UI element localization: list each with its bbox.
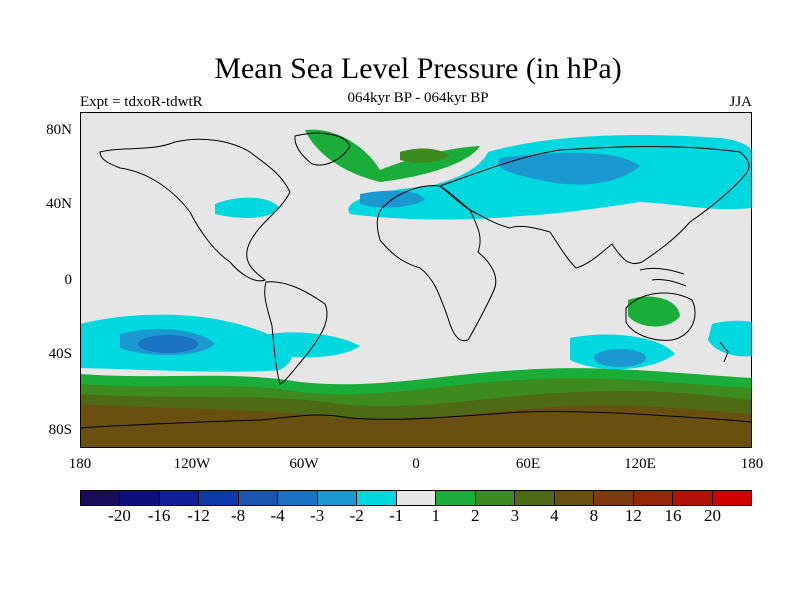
arctic-dark-green — [400, 148, 450, 163]
colorbar-label: -20 — [108, 506, 131, 525]
colorbar-swatch — [317, 491, 358, 505]
colorbar-swatch — [554, 491, 595, 505]
chart-subtitle: 064kyr BP - 064kyr BP — [347, 90, 489, 106]
colorbar-swatch — [712, 491, 751, 505]
indonesia-coast — [639, 267, 687, 287]
lat-tick-80s: 80S — [48, 422, 72, 438]
colorbar-swatch — [396, 491, 437, 505]
colorbar-swatch — [159, 491, 200, 505]
colorbar-swatch — [238, 491, 279, 505]
colorbar-label: 1 — [431, 506, 441, 525]
lat-tick-40n: 40N — [46, 196, 72, 212]
colorbar-label: -1 — [389, 506, 404, 525]
colorbar-swatch — [475, 491, 516, 505]
colorbar-label: 2 — [471, 506, 480, 525]
south-atlantic-cyan — [260, 332, 360, 358]
australia-coast — [625, 292, 696, 341]
colorbar-label: -8 — [231, 506, 246, 525]
colorbar-swatch — [357, 491, 397, 505]
north-america-cyan — [215, 197, 280, 218]
map-panel — [80, 112, 752, 448]
colorbar-label: 20 — [703, 506, 721, 525]
colorbar-swatch — [120, 491, 160, 505]
colorbar-label: -16 — [147, 506, 171, 525]
atlantic-arctic-green — [305, 129, 480, 182]
indian-ocean-core — [594, 349, 646, 367]
colorbar-label: 4 — [550, 506, 559, 525]
chart-title: Mean Sea Level Pressure (in hPa) — [214, 52, 622, 85]
colorbar-swatch — [199, 491, 239, 505]
colorbar — [80, 490, 752, 506]
antarctica-coast — [80, 410, 752, 429]
map-frame — [80, 112, 752, 448]
experiment-label: Expt = tdxoR-tdwtR — [80, 94, 203, 110]
colorbar-swatch — [633, 491, 674, 505]
map-svg — [80, 112, 752, 448]
colorbar-swatch — [515, 491, 555, 505]
lon-tick-180w: 180 — [68, 456, 92, 472]
south-band-brown — [80, 404, 752, 448]
colorbar-label: -4 — [270, 506, 285, 525]
lon-tick-60w: 60W — [289, 456, 319, 472]
coastlines — [80, 132, 752, 429]
north-america-coast — [99, 138, 291, 282]
colorbar-swatch — [278, 491, 318, 505]
new-zealand-coast — [719, 341, 729, 363]
europe-africa-coast — [376, 185, 497, 342]
tasman-cyan — [708, 320, 752, 357]
season-label: JJA — [729, 94, 752, 110]
south-america-coast — [264, 281, 328, 385]
lon-tick-60e: 60E — [515, 456, 541, 472]
lat-tick-80n: 80N — [46, 122, 72, 138]
lon-tick-180e: 180 — [740, 456, 764, 472]
colorbar-label: 12 — [624, 506, 642, 525]
lat-tick-40s: 40S — [48, 346, 72, 362]
asia-coast — [438, 146, 750, 269]
colorbar-swatch — [81, 491, 121, 505]
colorbar-label: -2 — [349, 506, 364, 525]
colorbar-swatch — [436, 491, 476, 505]
colorbar-label: 16 — [664, 506, 682, 525]
eurasia-blue — [498, 152, 640, 185]
lon-tick-120w: 120W — [173, 456, 211, 472]
colorbar-swatch — [594, 491, 634, 505]
lon-tick-0: 0 — [412, 456, 420, 472]
greenland-coast — [294, 132, 351, 166]
lon-tick-120e: 120E — [624, 456, 656, 472]
colorbar-label: 3 — [510, 506, 520, 525]
colorbar-label: 8 — [589, 506, 599, 525]
lat-tick-0: 0 — [64, 272, 73, 288]
colorbar-label: -12 — [187, 506, 210, 525]
australia-green — [628, 296, 680, 327]
colorbar-label: -3 — [310, 506, 325, 525]
south-pacific-core — [138, 335, 198, 353]
colorbar-swatch — [673, 491, 713, 505]
